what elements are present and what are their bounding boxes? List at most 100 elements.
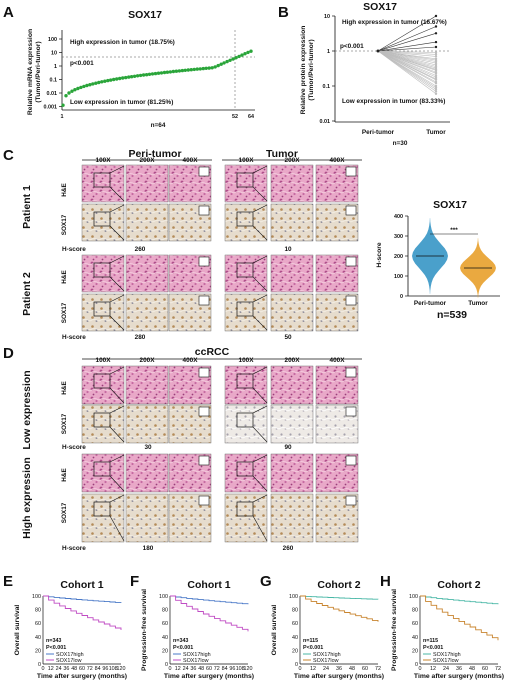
a-data-point xyxy=(115,77,119,81)
b-pair-line xyxy=(377,41,437,52)
a-data-point xyxy=(67,91,71,95)
a-data-point xyxy=(243,52,247,56)
d-mag-label: 100X xyxy=(239,357,255,364)
a-data-point xyxy=(192,67,196,72)
km-xtick-label: 120 xyxy=(244,666,253,672)
km-ylabel: Overall survival xyxy=(14,605,21,656)
panel-b-high-text: High expression in tumor (16.67%) xyxy=(342,19,447,26)
d-inset xyxy=(345,455,357,466)
d-zoom-line xyxy=(252,494,268,503)
a-data-point xyxy=(189,68,193,72)
d-zoom-line xyxy=(109,426,125,443)
a-data-point xyxy=(76,86,80,91)
d-low-hscore-right: 90 xyxy=(284,444,292,451)
km-ylabel: Progression-free survival xyxy=(391,589,398,671)
d-tile xyxy=(270,404,314,444)
b-pair-line xyxy=(377,46,437,52)
km-xtick-label: 72 xyxy=(87,666,93,672)
b-tumor-point xyxy=(434,53,438,56)
km-title: Cohort 1 xyxy=(60,579,103,591)
d-tile xyxy=(224,493,268,543)
c-row2-hscore-label: H-score xyxy=(62,334,86,341)
c-violin-xtick-peri: Peri-tumor xyxy=(414,300,447,307)
b-tumor-point xyxy=(434,82,438,85)
a-data-point xyxy=(64,94,68,98)
d-mag-label: 100X xyxy=(96,357,112,364)
km-curve-high xyxy=(43,595,122,603)
c-row2-he-label: H&E xyxy=(61,270,68,284)
c-tile xyxy=(224,254,268,293)
d-zoom-box xyxy=(93,461,111,477)
km-xtick-label: 60 xyxy=(206,666,212,672)
a-data-point xyxy=(174,69,179,73)
km-ytick-label: 80 xyxy=(292,608,298,614)
d-zoom-line xyxy=(252,387,268,404)
a-data-point xyxy=(121,76,125,80)
d-inset xyxy=(198,367,210,378)
b-tumor-point xyxy=(434,45,438,49)
km-ytick-label: 100 xyxy=(289,594,298,600)
km-ytick-label: 20 xyxy=(412,648,418,654)
a-data-point xyxy=(195,67,199,71)
panel-b-xtick-peri: Peri-tumor xyxy=(362,129,395,136)
km-pvalue: P<0.001 xyxy=(46,645,66,651)
d-mag-label: 200X xyxy=(285,357,301,364)
c-zoom-box xyxy=(236,211,254,227)
d-zoom-line xyxy=(109,494,125,503)
panel-c-header-tumor: Tumor xyxy=(266,148,298,160)
a-ytick-label: 10 xyxy=(51,51,57,57)
d-zoom-line xyxy=(109,366,125,375)
km-title: Cohort 2 xyxy=(437,579,480,591)
a-data-point xyxy=(70,89,74,93)
c-tile xyxy=(125,164,169,203)
km-ytick-label: 100 xyxy=(409,594,418,600)
km-ytick-label: 80 xyxy=(35,608,41,614)
c-zoom-line xyxy=(109,315,125,331)
a-data-point xyxy=(168,70,173,74)
d-tile xyxy=(81,365,125,405)
panel-a-low-text: Low expression in tumor (81.25%) xyxy=(70,99,173,106)
a-ytick-label: 0.1 xyxy=(50,78,58,84)
km-ytick-label: 80 xyxy=(412,608,418,614)
patient-2-label: Patient 2 xyxy=(21,272,33,316)
km-xtick-label: 24 xyxy=(443,666,449,672)
c-inset xyxy=(198,205,210,216)
a-data-point xyxy=(237,54,241,59)
a-data-point xyxy=(171,69,176,74)
d-high-hscore-right: 260 xyxy=(283,545,294,552)
c-violin-n: n=539 xyxy=(437,309,467,321)
a-data-point xyxy=(225,59,229,64)
c-inset xyxy=(345,256,357,267)
panel-b-n: n=30 xyxy=(393,140,408,147)
km-ytick-label: 60 xyxy=(292,621,298,627)
km-xlabel: Time after surgery (months) xyxy=(37,673,127,680)
km-xtick-label: 120 xyxy=(117,666,126,672)
d-inset xyxy=(345,406,357,417)
c-tile xyxy=(125,293,169,332)
a-data-point xyxy=(222,61,226,65)
d-mag-label: 400X xyxy=(183,357,199,364)
c-zoom-line xyxy=(109,255,125,264)
b-tumor-point xyxy=(434,88,438,91)
c-zoom-line xyxy=(252,165,268,174)
d-inset xyxy=(198,455,210,466)
d-high-ihc-label: SOX17 xyxy=(61,502,68,523)
km-xlabel: Time after surgery (months) xyxy=(164,673,254,680)
a-data-point xyxy=(124,75,128,80)
b-tumor-point xyxy=(434,40,438,44)
a-data-point xyxy=(228,58,232,62)
b-ytick-label: 0.1 xyxy=(323,84,331,90)
c-zoom-line xyxy=(109,165,125,174)
b-peri-point xyxy=(376,49,380,53)
d-tile xyxy=(224,404,268,444)
d-tile xyxy=(81,404,125,444)
panel-a-pvalue: p<0.001 xyxy=(70,60,94,67)
d-tile xyxy=(270,453,314,493)
km-xtick-label: 48 xyxy=(469,666,475,672)
c-mag-label: 100X xyxy=(239,157,255,164)
a-data-point xyxy=(97,80,101,85)
km-ytick-label: 60 xyxy=(412,621,418,627)
km-ytick-label: 20 xyxy=(35,648,41,654)
a-data-point xyxy=(132,74,137,79)
c-tile xyxy=(224,203,268,242)
